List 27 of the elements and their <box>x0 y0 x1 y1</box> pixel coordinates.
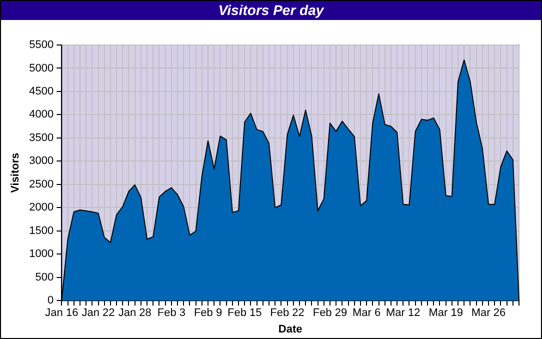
x-tick-label: Mar 6 <box>352 307 381 320</box>
x-tick-label: Jan 28 <box>118 307 152 320</box>
x-tick-label: Feb 15 <box>227 307 262 320</box>
x-axis-title: Date <box>278 323 302 336</box>
y-tick-label: 500 <box>35 271 54 284</box>
chart-title: Visitors Per day <box>1 1 541 20</box>
y-tick-label: 4000 <box>29 108 54 121</box>
y-tick-label: 3500 <box>29 132 54 144</box>
x-tick-label: Jan 22 <box>82 307 115 320</box>
y-axis-title: Visitors <box>10 152 22 193</box>
y-tick-label: 2500 <box>29 178 54 190</box>
y-tick-label: 1000 <box>29 248 54 260</box>
x-tick-label: Mar 12 <box>386 307 420 320</box>
y-tick-label: 0 <box>48 294 54 307</box>
x-tick-label: Feb 22 <box>270 307 304 320</box>
x-tick-label: Feb 29 <box>312 307 348 320</box>
x-tick-label: Mar 26 <box>471 307 506 320</box>
y-tick-label: 5500 <box>29 39 54 52</box>
y-tick-label: 5000 <box>29 62 54 74</box>
y-tick-label: 1500 <box>29 224 54 237</box>
x-tick-label: Mar 19 <box>428 307 463 320</box>
x-tick-label: Jan 16 <box>45 307 78 320</box>
x-tick-label: Feb 3 <box>157 307 186 320</box>
x-tick-label: Feb 9 <box>194 307 222 320</box>
y-tick-label: 3000 <box>29 155 54 168</box>
y-tick-label: 4500 <box>29 86 54 98</box>
y-tick-label: 2000 <box>29 202 54 214</box>
